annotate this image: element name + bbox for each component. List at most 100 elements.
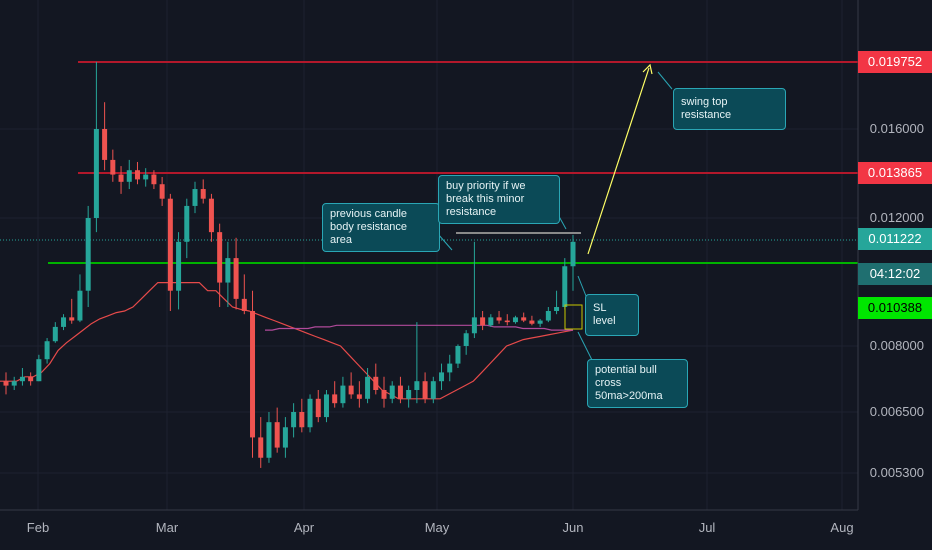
candle-body [389, 385, 395, 399]
candle-body [77, 290, 83, 321]
pointer-bull-cross [577, 331, 593, 361]
candle-body [291, 412, 297, 428]
callout-buy-priority: buy priority if we break this minor resi… [438, 175, 560, 224]
pointer-swing-top [657, 71, 673, 90]
candle-body [307, 398, 313, 428]
candle-body [176, 241, 182, 291]
candle-body [274, 422, 280, 448]
callout-candle-body: previous candle body resistance area [322, 203, 440, 252]
candle-body [126, 170, 132, 182]
y-tick-label: 0.012000 [869, 210, 924, 225]
candle-body [381, 390, 387, 399]
candle-body [250, 310, 256, 438]
candle-body [447, 363, 453, 373]
candle-body [36, 359, 42, 382]
candle-body [365, 376, 371, 399]
candle-body [471, 317, 477, 334]
target-arrow-line [587, 67, 650, 255]
candle-body [299, 412, 305, 428]
y-tick-label: 0.005300 [869, 465, 924, 480]
pointer-sl-level [577, 275, 587, 297]
target-arrow-head [642, 63, 653, 75]
candle-body [184, 205, 190, 242]
candle-body [480, 317, 486, 326]
candle-body [562, 266, 568, 308]
candle-body [217, 232, 223, 283]
price-badge-swing-top: 0.019752 [858, 51, 932, 73]
candle-body [529, 320, 535, 324]
ma-200-line [265, 324, 573, 331]
candle-body [143, 174, 149, 180]
x-tick-label: Feb [26, 520, 50, 535]
y-tick-label: 0.008000 [869, 338, 924, 353]
candle-body [69, 317, 75, 321]
candle-body [488, 317, 494, 326]
price-badge-current: 0.011222 [858, 228, 932, 250]
candle-body [455, 346, 461, 364]
candle-body [397, 385, 403, 399]
horizontal-levels [48, 61, 858, 264]
pointer-candle-body [437, 233, 453, 251]
callout-swing-top: swing top resistance [673, 88, 786, 130]
candle-body [110, 159, 116, 175]
ma-50-line [0, 282, 574, 400]
candle-body [282, 427, 288, 448]
countdown-badge: 04:12:02 [858, 263, 932, 285]
candle-body [266, 422, 272, 458]
candle-body [118, 174, 124, 182]
candle-body [545, 310, 551, 321]
candle-body [315, 398, 321, 418]
callout-sl-level: SL level [585, 294, 639, 336]
candle-body [258, 437, 264, 458]
candle-body [241, 298, 247, 311]
candle-body [134, 170, 140, 180]
candle-body [192, 189, 198, 206]
candle-body [102, 129, 108, 160]
candle-body [3, 381, 9, 386]
candle-body [85, 218, 91, 291]
x-tick-label: Aug [830, 520, 854, 535]
price-badge-sl: 0.010388 [858, 297, 932, 319]
candle-body [463, 333, 469, 346]
candle-body [554, 307, 560, 311]
callout-bull-cross: potential bull cross 50ma>200ma [587, 359, 688, 408]
candle-body [570, 241, 576, 267]
candle-body [414, 381, 420, 390]
candle-body [323, 394, 329, 418]
y-tick-label: 0.016000 [869, 121, 924, 136]
candle-body [537, 320, 543, 324]
candle-body [373, 376, 379, 390]
candle-body [512, 317, 518, 323]
x-tick-label: Jul [698, 520, 716, 535]
y-tick-label: 0.006500 [869, 404, 924, 419]
candle-body [356, 394, 362, 399]
price-badge-resistance: 0.013865 [858, 162, 932, 184]
candle-body [422, 381, 428, 399]
candle-body [167, 198, 173, 291]
candle-body [233, 258, 239, 299]
candle-body [406, 390, 412, 399]
candle-body [348, 385, 354, 395]
candle-body [521, 317, 527, 321]
candle-body [200, 189, 206, 199]
x-tick-label: Mar [155, 520, 179, 535]
candle-body [439, 372, 445, 382]
candle-body [208, 198, 214, 233]
candlestick-series [3, 61, 576, 468]
candle-body [159, 184, 165, 199]
candle-body [61, 317, 67, 327]
candle-body [225, 258, 231, 283]
candle-body [504, 320, 510, 323]
bull-cross-box [564, 304, 583, 330]
candle-body [44, 341, 50, 360]
candle-body [28, 376, 34, 382]
candle-body [430, 381, 436, 399]
candle-body [19, 376, 25, 382]
x-tick-label: Jun [562, 520, 584, 535]
candle-body [11, 381, 17, 386]
candle-body [496, 317, 502, 321]
x-tick-label: Apr [293, 520, 315, 535]
x-tick-label: May [424, 520, 450, 535]
